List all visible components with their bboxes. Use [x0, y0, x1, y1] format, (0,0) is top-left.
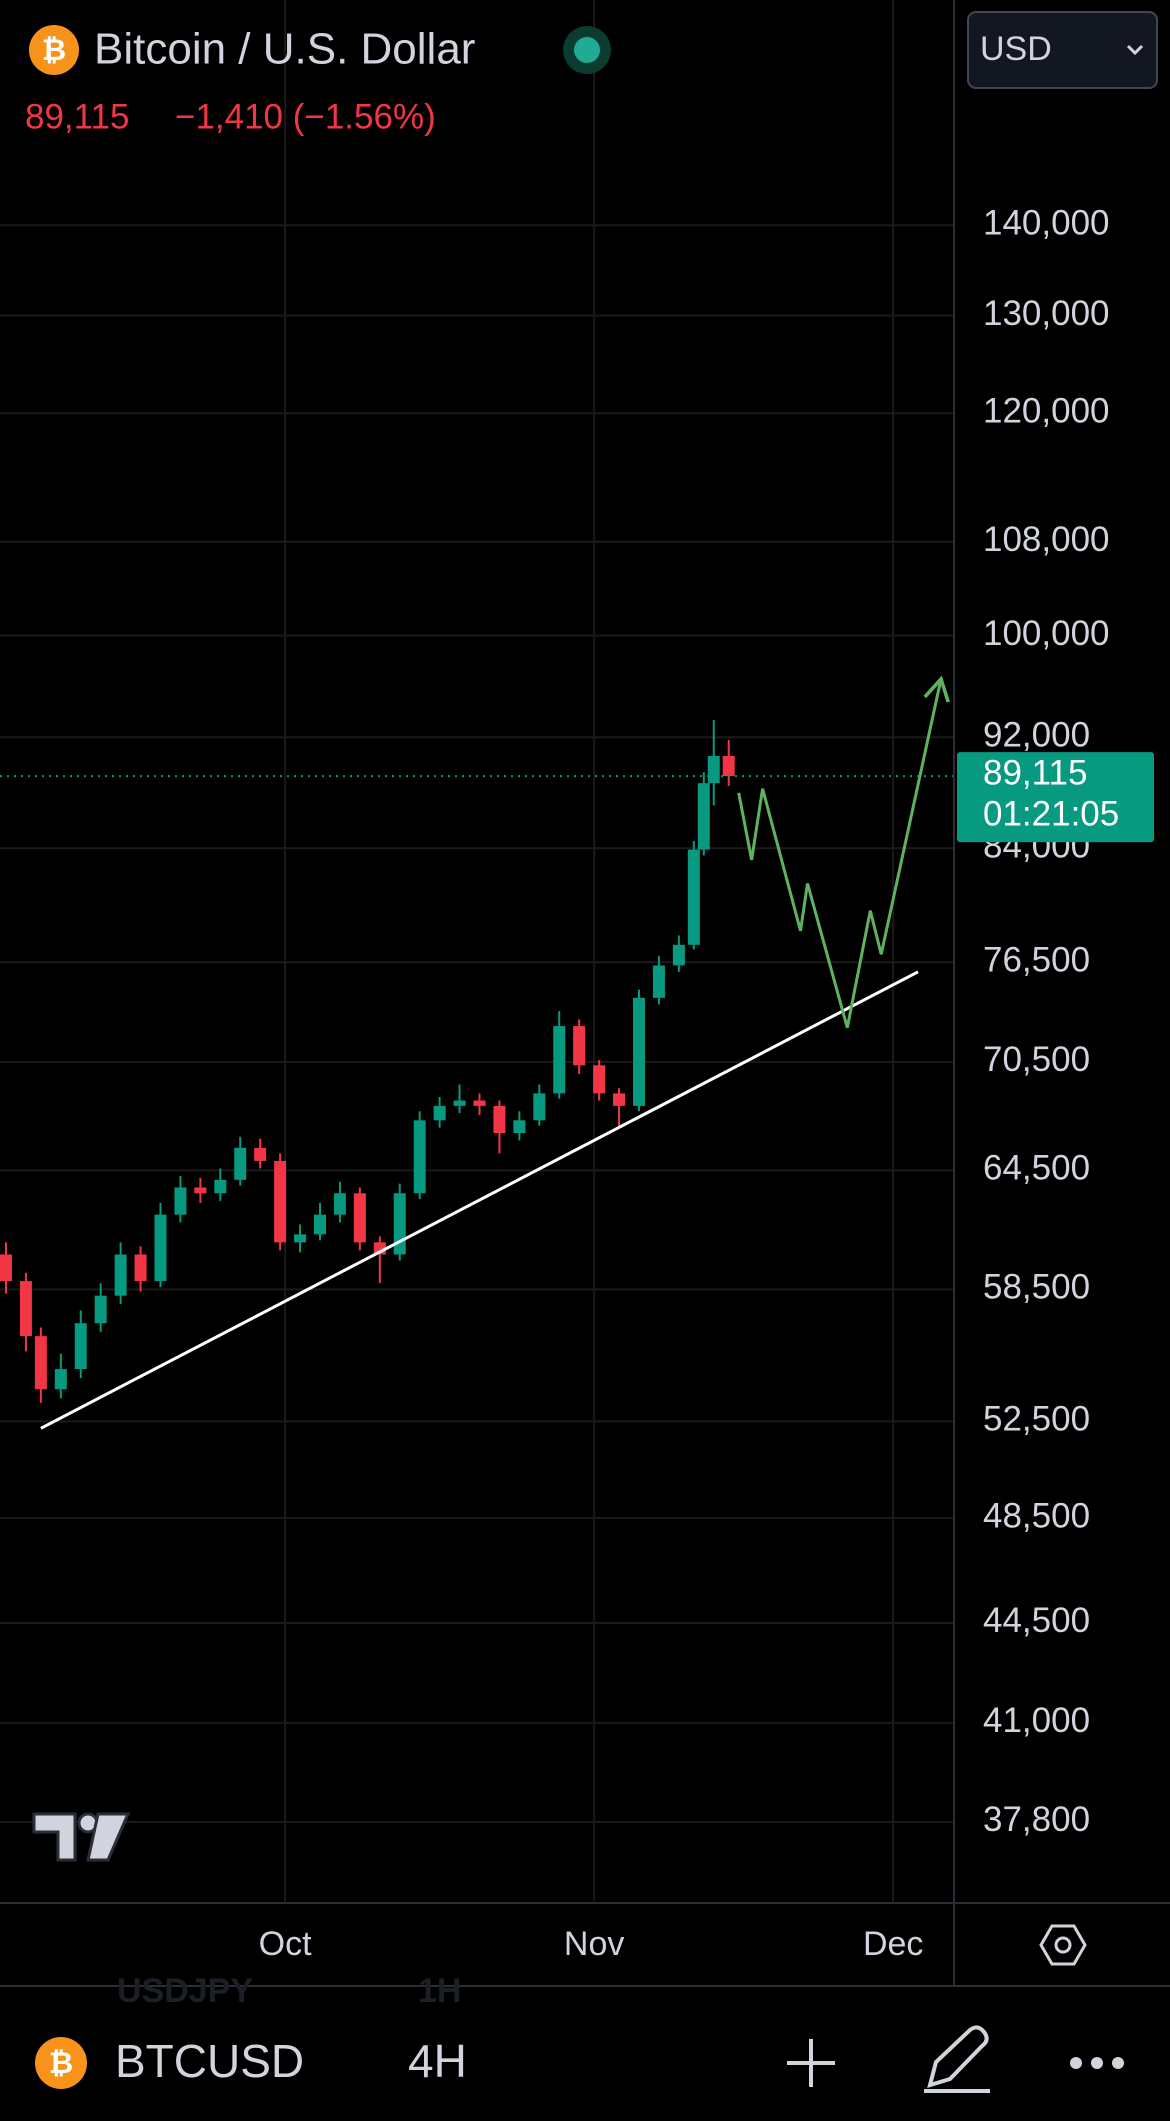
y-tick-label: 41,000: [983, 1701, 1090, 1740]
candle-body: [19, 1281, 32, 1337]
last-price-label: 89,115: [983, 753, 1087, 792]
candle-body: [632, 997, 645, 1106]
x-tick-label: Oct: [259, 1925, 312, 1963]
candle-body: [74, 1323, 87, 1370]
candle-body: [687, 849, 700, 945]
header-change: −1,410 (−1.56%): [175, 97, 436, 136]
candle-body: [593, 1065, 606, 1094]
candle-body: [533, 1093, 546, 1121]
candle-body: [553, 1026, 566, 1094]
candle-body: [652, 965, 665, 998]
y-tick-label: 52,500: [983, 1400, 1090, 1439]
plot-area: 140,000 130,000 120,000 108,000 100,000 92,00…: [0, 0, 1110, 1903]
add-button[interactable]: [787, 2039, 835, 2087]
candle-body: [54, 1369, 67, 1390]
candle-body: [453, 1100, 466, 1106]
candle-body: [134, 1254, 147, 1282]
footer-logo-symbol: ₿: [49, 2047, 73, 2080]
y-tick-label: 37,800: [983, 1800, 1090, 1839]
header-price: 89,115: [25, 97, 129, 136]
y-tick-label: 140,000: [983, 203, 1110, 242]
candle-body: [294, 1234, 307, 1243]
ghost-interval: 1H: [418, 1972, 461, 2010]
candle-body: [722, 755, 735, 777]
candle-body: [573, 1026, 586, 1066]
y-tick-label: 100,000: [983, 614, 1110, 653]
x-tick-label: Dec: [863, 1925, 923, 1963]
y-tick-label: 58,500: [983, 1268, 1090, 1307]
projection-line: [737, 675, 950, 1029]
bitcoin-logo: [29, 25, 79, 75]
candle-body: [433, 1105, 446, 1121]
candle-body: [34, 1336, 47, 1390]
y-tick-label: 130,000: [983, 294, 1110, 333]
trend-line: [40, 970, 919, 1430]
footer-interval[interactable]: 4H: [408, 2035, 467, 2087]
candle-body: [613, 1093, 626, 1106]
currency-label: USD: [980, 30, 1052, 68]
candle-body: [333, 1193, 346, 1215]
y-tick-label: 92,000: [983, 716, 1090, 755]
y-tick-label: 44,500: [983, 1601, 1090, 1640]
candle-body: [94, 1295, 107, 1324]
candle-body: [194, 1187, 207, 1194]
candle-body: [413, 1120, 426, 1194]
y-tick-label: 76,500: [983, 940, 1090, 979]
x-tick-label: Nov: [564, 1925, 624, 1963]
candle-body: [313, 1214, 326, 1235]
settings-button[interactable]: [1039, 1924, 1087, 1966]
candle-body: [707, 755, 720, 784]
y-tick-label: 108,000: [983, 520, 1110, 559]
ghost-symbol: USDJPY: [117, 1972, 253, 2010]
dropdown-chevron: [1126, 44, 1144, 56]
candle-body: [214, 1179, 227, 1194]
candle-body: [353, 1193, 366, 1243]
bar-countdown: 01:21:05: [983, 794, 1119, 833]
y-tick-label: 120,000: [983, 391, 1110, 430]
footer-symbol[interactable]: BTCUSD: [115, 2035, 304, 2087]
currency-dropdown[interactable]: [967, 11, 1158, 89]
last-price-box: [957, 752, 1154, 843]
candle-body: [672, 944, 685, 966]
candle-body: [513, 1120, 526, 1134]
candle-body: [473, 1100, 486, 1106]
draw-button[interactable]: [924, 2025, 990, 2093]
tradingview-logo: [32, 1812, 131, 1862]
y-tick-label: 70,500: [983, 1040, 1090, 1079]
market-status-dot: [574, 37, 600, 63]
candle-body: [234, 1147, 247, 1180]
y-tick-label: 48,500: [983, 1496, 1090, 1535]
candle-body: [174, 1187, 187, 1215]
more-button[interactable]: [1070, 2057, 1124, 2069]
symbol-title: Bitcoin / U.S. Dollar: [94, 25, 475, 74]
footer-bitcoin-logo: [35, 2037, 87, 2089]
candle-body: [0, 1254, 12, 1282]
candle-body: [697, 783, 710, 850]
y-tick-label: 64,500: [983, 1149, 1090, 1188]
candle-body: [274, 1160, 287, 1243]
candle-body: [114, 1254, 127, 1296]
candle-body: [154, 1214, 167, 1282]
candle-body: [493, 1105, 506, 1134]
bitcoin-logo-symbol: ₿: [42, 34, 66, 67]
candle-body: [254, 1147, 267, 1161]
